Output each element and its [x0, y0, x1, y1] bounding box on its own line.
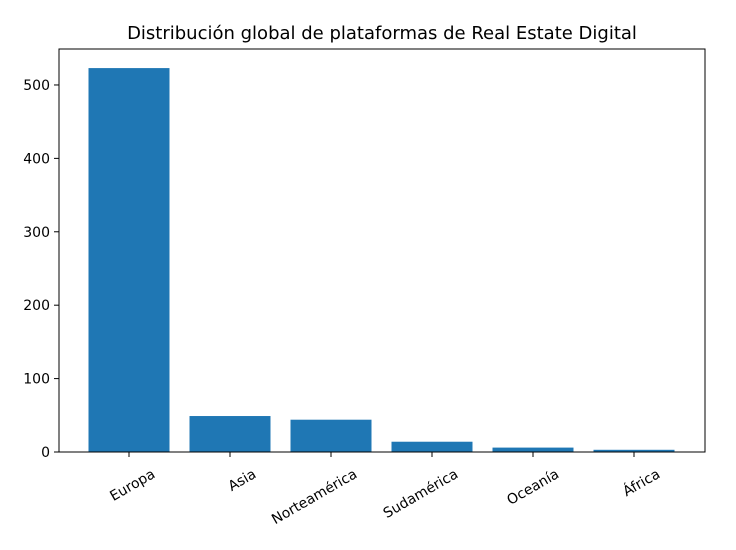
bar-oceania [492, 447, 574, 452]
y-tick-label: 200 [23, 298, 50, 314]
x-tick-label-europa: Europa [107, 466, 158, 504]
x-tick-label-africa: África [620, 465, 663, 500]
chart-title: Distribución global de plataformas de Re… [127, 23, 637, 44]
y-axis: 0 100 200 300 400 500 [23, 78, 59, 461]
bar-sudamerica [391, 441, 473, 452]
x-tick-label-oceania: Oceanía [504, 466, 562, 508]
y-tick-label: 300 [23, 225, 50, 241]
y-tick-label: 0 [41, 445, 50, 461]
x-tick-label-asia: Asia [226, 466, 259, 495]
bar-asia [189, 416, 271, 452]
bar-africa [593, 449, 675, 452]
y-tick-label: 400 [23, 151, 50, 167]
plot-frame [58, 48, 706, 453]
y-tick-label: 100 [23, 372, 50, 388]
bar-europa [88, 68, 170, 453]
x-axis: Europa Asia Norteamérica Sudamérica Oceanía Á… [107, 452, 663, 528]
y-tick-label: 500 [23, 78, 50, 94]
x-tick-label-norteamerica: Norteamérica [269, 466, 360, 528]
x-tick-label-sudamerica: Sudamérica [381, 466, 461, 522]
bars-group [88, 68, 675, 453]
bar-norteamerica [290, 419, 372, 452]
